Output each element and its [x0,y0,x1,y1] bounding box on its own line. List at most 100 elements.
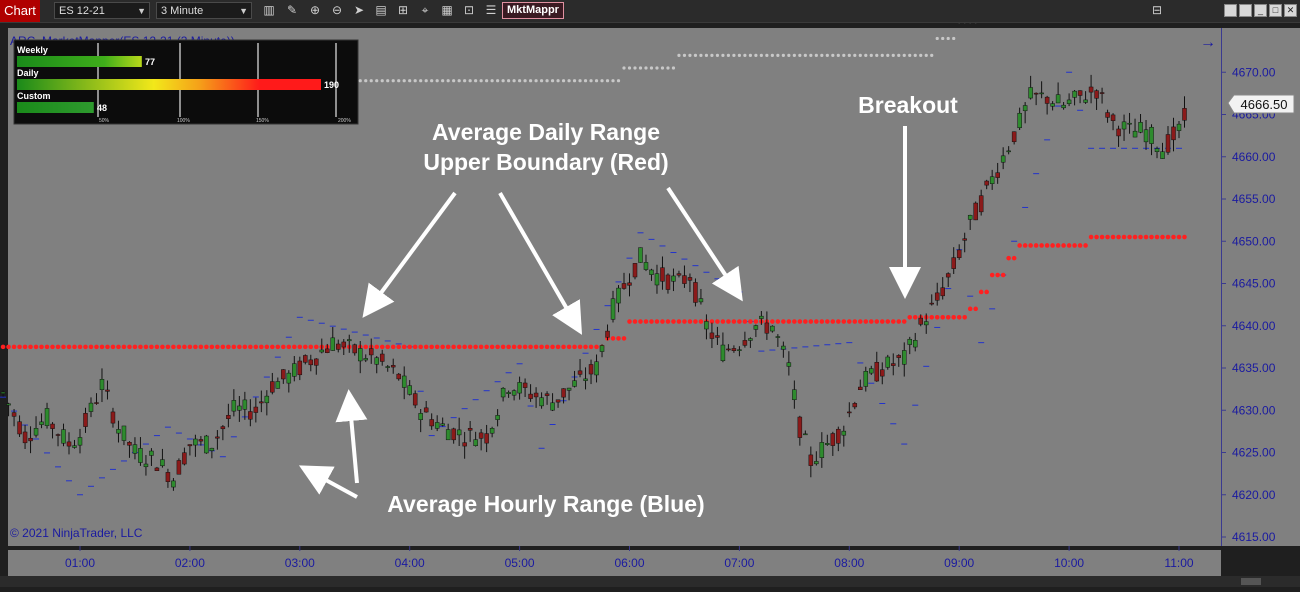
candle-body [963,239,967,241]
maximize-icon[interactable]: _ [1254,4,1267,17]
weekly-range-dot [458,79,461,82]
daily-range-dot [1105,235,1110,240]
candle-body [1034,93,1038,94]
price-chart[interactable]: 4615.004620.004625.004630.004635.004640.… [0,23,1300,587]
grid-icon[interactable]: ▦ [440,3,454,18]
candle-body [1100,93,1104,94]
close-icon[interactable]: ✕ [1284,4,1297,17]
candle-body [1051,104,1055,107]
daily-range-dot [413,345,418,350]
horizontal-scrollbar[interactable] [0,576,1300,587]
daily-range-dot [495,345,500,350]
instrument-select[interactable]: ES 12-21▼ [54,2,150,19]
candle-body [320,350,324,352]
weekly-range-dot [480,79,483,82]
daily-range-dot [1144,235,1149,240]
daily-range-dot [1050,243,1055,248]
daily-range-dot [715,319,720,324]
interval-select[interactable]: 3 Minute▼ [156,2,252,19]
candle-body [1007,151,1011,152]
daily-range-dot [512,345,517,350]
current-price-label: 4666.50 [1241,97,1288,112]
daily-range-dot [424,345,429,350]
candle-body [644,262,648,269]
candle-body [94,403,98,404]
maximize-window-icon[interactable]: □ [1269,4,1282,17]
attach-icon[interactable]: ⊟ [1150,3,1164,18]
restore-icon[interactable] [1224,4,1237,17]
candle-body [996,173,1000,178]
weekly-range-dot [359,79,362,82]
candle-body [40,422,44,425]
daily-range-dot [479,345,484,350]
candle-body [1018,113,1022,128]
candle-body [660,268,664,282]
weekly-range-dot [430,79,433,82]
daily-range-dot [638,319,643,324]
copyright-text: © 2021 NinjaTrader, LLC [10,526,143,540]
daily-range-dot [1001,273,1006,278]
candle-body [298,361,302,375]
crosshair-icon[interactable]: ⌖ [418,3,432,18]
daily-range-dot [39,345,44,350]
daily-range-dot [1149,235,1154,240]
minimize-icon[interactable] [1239,4,1252,17]
weekly-range-dot [666,66,669,69]
candle-body [127,442,131,445]
scrollbar-thumb[interactable] [1241,578,1261,585]
document-icon[interactable]: ▤ [374,3,388,18]
marketmapper-button[interactable]: MktMappr [502,2,564,19]
daily-range-dot [292,345,297,350]
candle-body [721,345,725,361]
candle-body [1095,91,1099,99]
weekly-range-dot [496,79,499,82]
weekly-range-dot [859,54,862,57]
candle-body [402,376,406,388]
daily-range-dot [226,345,231,350]
properties-icon[interactable]: ⊡ [462,3,476,18]
weekly-range-dot [562,79,565,82]
bar-chart-icon[interactable]: ▥ [262,3,276,18]
zoom-in-icon[interactable]: ⊕ [308,3,322,18]
candle-body [171,481,175,487]
candle-body [649,270,653,275]
price-tick-label: 4630.00 [1232,403,1276,417]
daily-range-dot [1056,243,1061,248]
range-panel: Weekly 77 Daily 190 Custom 48 50% 100% 1… [14,40,358,124]
weekly-range-dot [699,54,702,57]
candle-body [336,344,340,349]
weekly-range-dot [787,54,790,57]
candle-body [803,434,807,435]
template-icon[interactable]: ⊞ [396,3,410,18]
time-tick-label: 02:00 [175,556,205,570]
chart-tab[interactable]: Chart [0,0,40,22]
candle-body [869,369,873,374]
weekly-range-dot [908,54,911,57]
daily-range-dot [122,345,127,350]
daily-range-dot [204,345,209,350]
candle-body [584,379,588,381]
weekly-range-dot [941,37,944,40]
candle-body [622,283,626,288]
daily-range-dot [56,345,61,350]
zoom-out-icon[interactable]: ⊖ [330,3,344,18]
candle-body [188,445,192,446]
weekly-range-dot [578,79,581,82]
toolbar: Chart ES 12-21▼ 3 Minute▼ ▥ ✎ ⊕ ⊖ ➤ ▤ ⊞ … [0,0,1300,23]
pencil-icon[interactable]: ✎ [285,3,299,18]
candle-body [1073,91,1077,97]
weekly-range-dot [765,54,768,57]
weekly-range-dot [463,79,466,82]
candle-body [715,336,719,338]
scale-label-150: 150% [256,118,269,124]
candle-body [496,415,500,419]
weekly-range-dot [589,79,592,82]
arrow-right-icon[interactable]: → [1200,34,1216,51]
list-icon[interactable]: ☰ [484,3,498,18]
daily-range-dot [539,345,544,350]
daily-range-dot [374,345,379,350]
pointer-icon[interactable]: ➤ [352,3,366,18]
candle-body [325,349,329,353]
weekly-range-dot [798,54,801,57]
